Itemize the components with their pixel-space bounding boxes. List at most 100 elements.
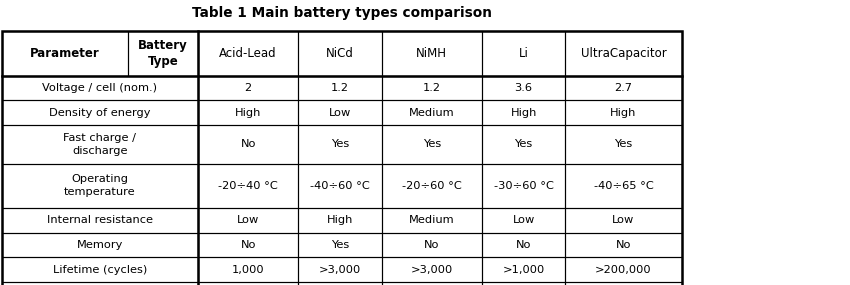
Bar (198, 233, 298, 257)
Text: Parameter: Parameter (30, 47, 99, 60)
Bar (198, 100, 298, 125)
Bar (298, 164, 382, 208)
Text: Acid-Lead: Acid-Lead (219, 47, 277, 60)
Bar (298, 125, 382, 164)
Text: No: No (516, 240, 531, 250)
Text: High: High (326, 215, 354, 225)
Text: 2.7: 2.7 (615, 83, 632, 93)
Bar (482, 100, 565, 125)
Bar (2, 31, 682, 285)
Text: Internal resistance: Internal resistance (47, 215, 153, 225)
Bar (198, 208, 298, 233)
Text: No: No (241, 240, 256, 250)
Bar (482, 164, 565, 208)
Bar (382, 100, 482, 125)
Bar (382, 208, 482, 233)
Text: No: No (424, 240, 439, 250)
Bar (565, 164, 682, 208)
Bar (2, 31, 128, 76)
Text: -30÷60 °C: -30÷60 °C (494, 181, 553, 191)
Text: Density of energy: Density of energy (49, 108, 150, 118)
Bar (482, 208, 565, 233)
Text: Yes: Yes (615, 139, 632, 149)
Text: Battery
Type: Battery Type (138, 39, 188, 68)
Text: Yes: Yes (331, 139, 349, 149)
Bar (298, 257, 382, 282)
Bar (2, 233, 198, 257)
Text: -20÷60 °C: -20÷60 °C (402, 181, 462, 191)
Text: Low: Low (237, 215, 259, 225)
Text: 1.2: 1.2 (422, 83, 441, 93)
Bar (2, 125, 198, 164)
Text: 3.6: 3.6 (514, 83, 533, 93)
Bar (565, 76, 682, 100)
Bar (382, 282, 482, 285)
Bar (298, 208, 382, 233)
Bar (2, 208, 198, 233)
Text: Medium: Medium (409, 215, 455, 225)
Text: No: No (241, 139, 256, 149)
Text: >3,000: >3,000 (319, 265, 361, 275)
Text: 1,000: 1,000 (232, 265, 264, 275)
Bar (565, 208, 682, 233)
Bar (128, 31, 198, 76)
Bar (382, 164, 482, 208)
Text: Table 1 Main battery types comparison: Table 1 Main battery types comparison (192, 6, 491, 20)
Text: >200,000: >200,000 (595, 265, 652, 275)
Text: No: No (615, 240, 632, 250)
Bar (2, 257, 198, 282)
Text: 2: 2 (245, 83, 252, 93)
Text: High: High (235, 108, 262, 118)
Bar (298, 233, 382, 257)
Bar (482, 125, 565, 164)
Bar (482, 282, 565, 285)
Bar (2, 100, 198, 125)
Text: -40÷60 °C: -40÷60 °C (310, 181, 370, 191)
Bar (565, 233, 682, 257)
Bar (482, 31, 565, 76)
Bar (382, 257, 482, 282)
Text: Memory: Memory (76, 240, 123, 250)
Text: -20÷40 °C: -20÷40 °C (218, 181, 278, 191)
Bar (198, 31, 298, 76)
Bar (298, 76, 382, 100)
Text: Operating
temperature: Operating temperature (64, 174, 136, 197)
Text: High: High (510, 108, 537, 118)
Bar (198, 125, 298, 164)
Bar (198, 282, 298, 285)
Bar (298, 100, 382, 125)
Text: Yes: Yes (514, 139, 533, 149)
Bar (565, 125, 682, 164)
Bar (2, 282, 198, 285)
Bar (382, 31, 482, 76)
Bar (198, 257, 298, 282)
Text: Li: Li (518, 47, 529, 60)
Text: Yes: Yes (331, 240, 349, 250)
Text: Medium: Medium (409, 108, 455, 118)
Bar (482, 257, 565, 282)
Text: Low: Low (329, 108, 351, 118)
Text: Lifetime (cycles): Lifetime (cycles) (53, 265, 147, 275)
Text: Low: Low (612, 215, 635, 225)
Text: >1,000: >1,000 (502, 265, 545, 275)
Bar (382, 233, 482, 257)
Bar (565, 282, 682, 285)
Bar (382, 125, 482, 164)
Bar (565, 257, 682, 282)
Text: Low: Low (513, 215, 535, 225)
Text: NiCd: NiCd (326, 47, 354, 60)
Bar (298, 31, 382, 76)
Text: Fast charge /
discharge: Fast charge / discharge (64, 133, 136, 156)
Text: High: High (610, 108, 637, 118)
Bar (482, 76, 565, 100)
Text: NiMH: NiMH (416, 47, 447, 60)
Text: Voltage / cell (nom.): Voltage / cell (nom.) (42, 83, 157, 93)
Bar (198, 76, 298, 100)
Bar (565, 31, 682, 76)
Text: Yes: Yes (422, 139, 441, 149)
Bar (2, 164, 198, 208)
Bar (2, 76, 198, 100)
Bar (382, 76, 482, 100)
Bar (198, 164, 298, 208)
Bar (298, 282, 382, 285)
